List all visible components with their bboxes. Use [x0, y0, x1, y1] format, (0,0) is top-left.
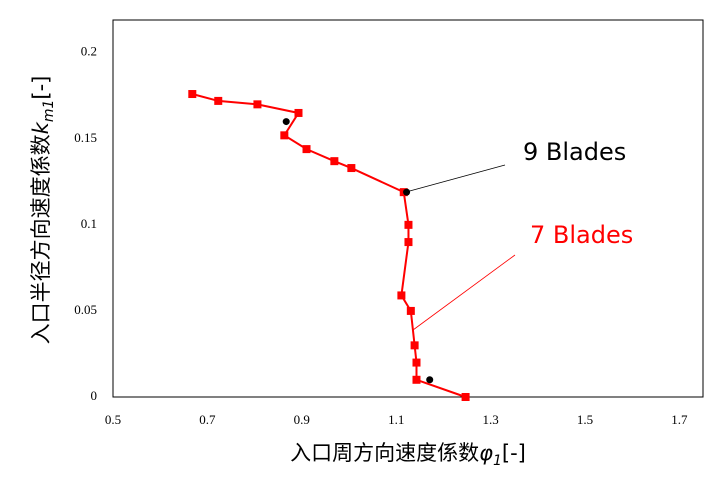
point [294, 108, 303, 117]
x-tick-label: 1.1 [388, 412, 404, 427]
point [426, 376, 434, 384]
point [280, 131, 289, 140]
point [188, 90, 197, 99]
point [214, 96, 223, 105]
annotation: 7 Blades [530, 221, 633, 249]
annotation: 9 Blades [523, 138, 626, 166]
point [330, 157, 339, 166]
x-tick-label: 0.5 [105, 412, 121, 427]
title-part: [-] [29, 76, 53, 100]
point [412, 358, 421, 367]
point [282, 118, 290, 126]
y-tick-label: 0.05 [74, 302, 97, 317]
point [406, 306, 415, 315]
y-tick-label: 0.1 [81, 216, 97, 231]
point [302, 145, 311, 154]
point [403, 188, 411, 196]
title-part: 入口周方向速度係数 [290, 441, 479, 465]
x-tick-label: 1.5 [577, 412, 593, 427]
y-tick-label: 0.15 [74, 130, 97, 145]
leader-line [405, 164, 506, 193]
point [397, 291, 406, 300]
plot-frame [112, 19, 704, 398]
point [404, 238, 413, 247]
title-part: [-] [502, 441, 526, 465]
point [410, 341, 419, 350]
y-axis-title: 入口半径方向速度係数km1[-] [29, 76, 57, 345]
leader-line [412, 254, 516, 331]
title-part: 入口半径方向速度係数 [29, 134, 53, 344]
point [404, 220, 413, 229]
series-line [192, 93, 466, 398]
point [412, 375, 421, 384]
x-tick-label: 0.7 [199, 412, 216, 427]
y-tick-label: 0.2 [81, 44, 97, 59]
y-tick-label: 0 [91, 388, 98, 403]
x-tick-label: 0.9 [294, 412, 310, 427]
x-tick-label: 1.3 [482, 412, 498, 427]
title-part: m1 [41, 100, 57, 123]
point [253, 100, 262, 109]
x-axis-title: 入口周方向速度係数φ1[-] [290, 441, 526, 469]
x-tick-label: 1.7 [671, 412, 688, 427]
title-part: φ [479, 441, 493, 465]
point [461, 393, 470, 401]
title-part: k [29, 121, 53, 134]
point [347, 164, 356, 173]
title-part: 1 [493, 453, 502, 469]
